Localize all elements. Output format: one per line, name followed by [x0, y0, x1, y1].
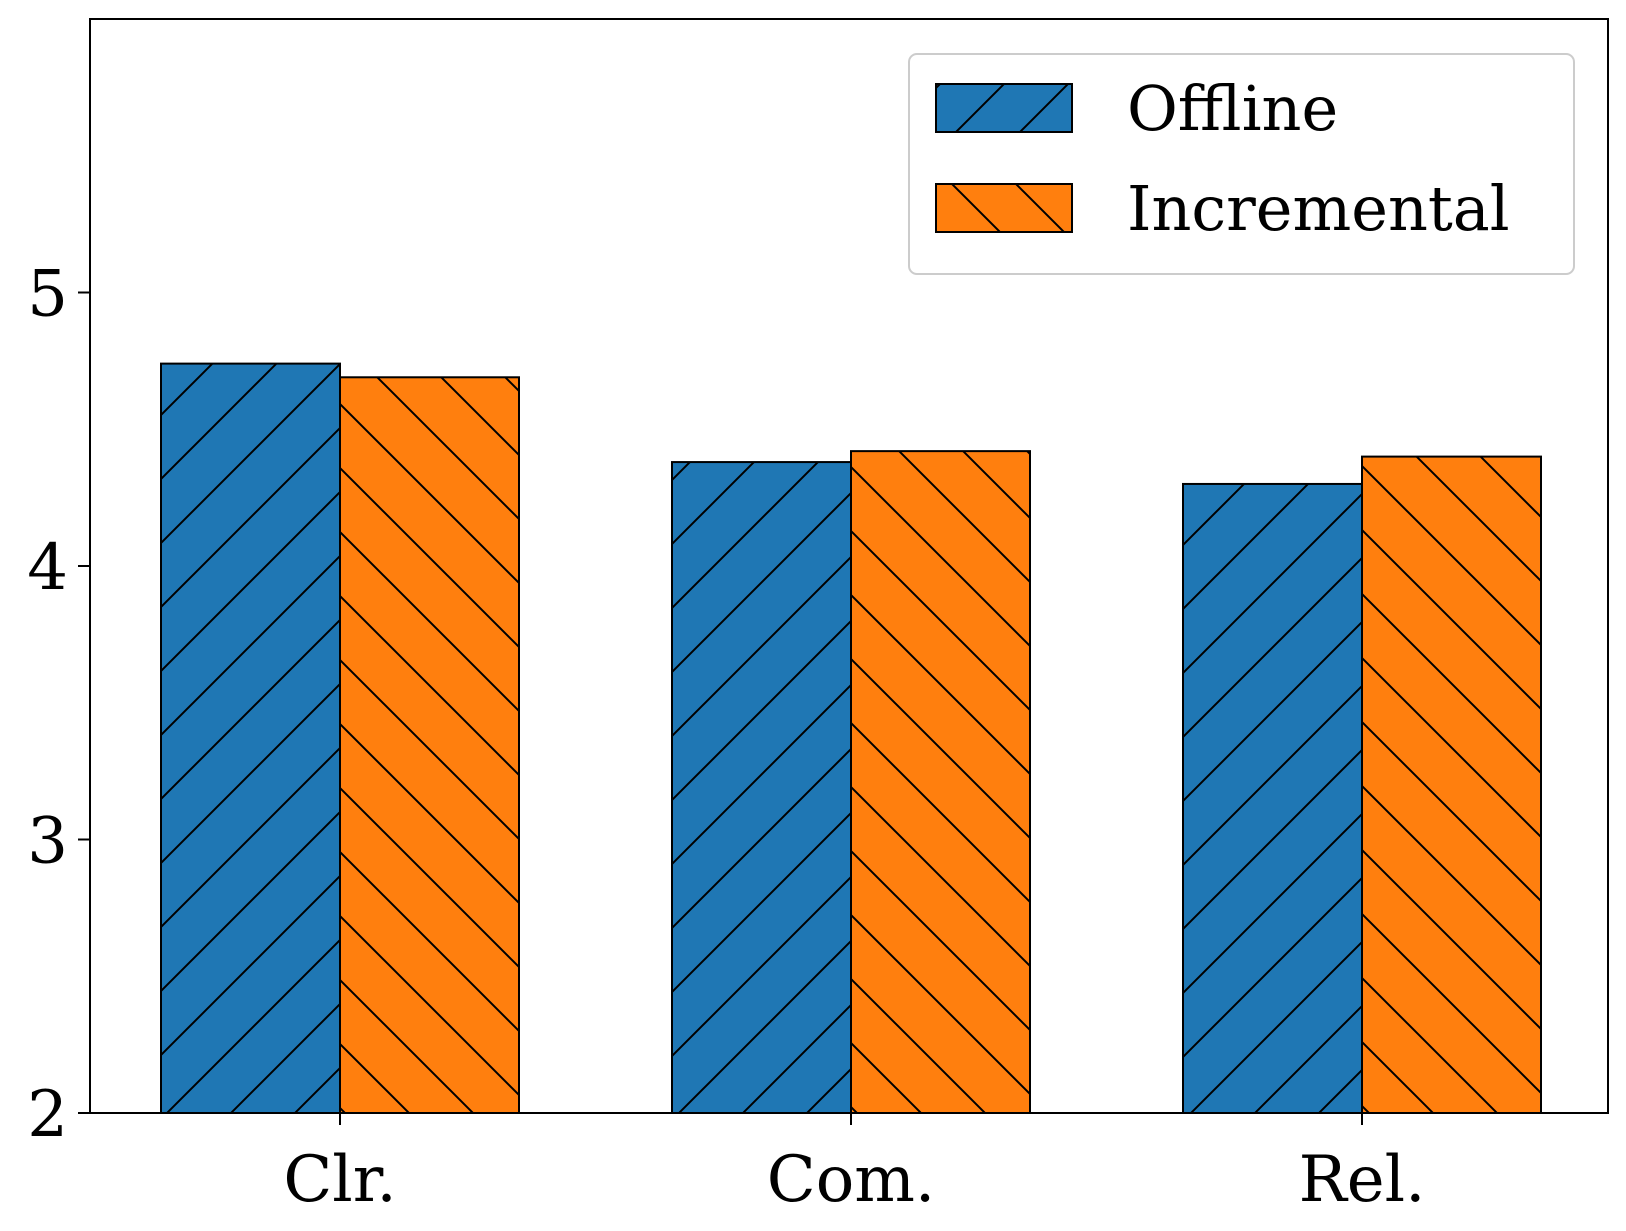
bar-offline-com: [671, 461, 852, 1114]
y-tick-label: 3: [27, 805, 68, 879]
legend-box: [908, 53, 1575, 275]
bar-offline-clr: [160, 362, 341, 1114]
legend-label-offline: Offline: [1127, 72, 1338, 145]
y-tick-label: 2: [27, 1078, 68, 1152]
legend: Offline Incremental: [908, 53, 1575, 275]
legend-label-incremental: Incremental: [1127, 172, 1510, 245]
bar-offline-rel: [1182, 482, 1363, 1114]
bar-incremental-com: [850, 450, 1031, 1114]
y-tick-label: 4: [27, 531, 68, 605]
bar-incremental-rel: [1361, 455, 1542, 1115]
y-tick-label: 5: [27, 258, 68, 332]
bar-incremental-clr: [339, 376, 520, 1115]
bars: [160, 362, 1542, 1115]
y-axis: 2 3 4 5: [27, 258, 90, 1152]
legend-swatch-offline: [935, 83, 1073, 133]
x-tick-label: Com.: [767, 1143, 936, 1217]
legend-swatch-incremental: [935, 183, 1073, 233]
x-axis: Clr. Com. Rel.: [283, 1113, 1425, 1217]
x-tick-label: Rel.: [1299, 1143, 1426, 1217]
x-tick-label: Clr.: [283, 1143, 396, 1217]
plot-frame: [89, 18, 1609, 1114]
